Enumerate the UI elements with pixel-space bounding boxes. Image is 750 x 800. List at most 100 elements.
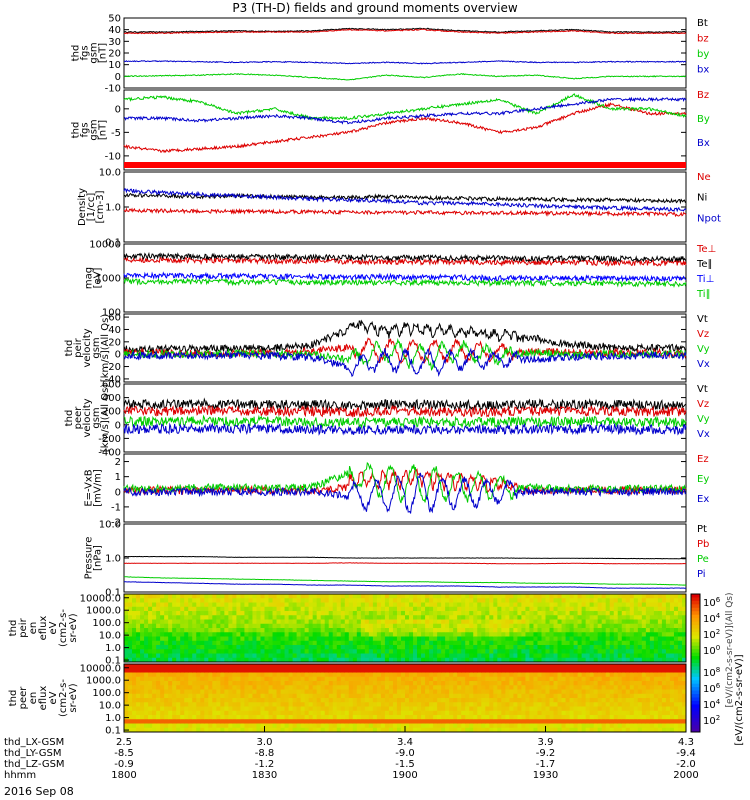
spectrogram-cell <box>673 628 679 633</box>
spectrogram-cell <box>176 685 181 690</box>
spectrogram-cell <box>441 611 446 616</box>
spectrogram-cell <box>465 615 470 620</box>
spectrogram-cell <box>364 668 370 673</box>
spectrogram-cell <box>396 611 402 616</box>
spectrogram-cell <box>661 710 667 716</box>
spectrogram-cell <box>232 628 237 633</box>
spectrogram-cell <box>168 640 173 646</box>
spectrogram-cell <box>453 649 458 654</box>
spectrogram-cell <box>557 676 563 682</box>
spectrogram-cell <box>380 632 386 637</box>
spectrogram-cell <box>260 594 265 599</box>
spectrogram-cell <box>593 723 599 729</box>
spectrogram-cell <box>621 594 627 599</box>
spectrogram-cell <box>661 653 667 659</box>
spectrogram-cell <box>356 657 362 663</box>
spectrogram-cell <box>421 632 426 637</box>
spectrogram-cell <box>200 693 205 699</box>
spectrogram-cell <box>288 702 294 707</box>
series-line-fgs-gsm-zoom-2 <box>123 96 687 125</box>
spectrogram-cell <box>252 615 257 620</box>
spectrogram-cell <box>136 606 141 612</box>
spectrogram-cell <box>605 636 611 642</box>
spectrogram-cell <box>573 723 579 729</box>
spectrogram-cell <box>621 619 627 625</box>
spectrogram-cell <box>168 606 173 612</box>
spectrogram-cell <box>553 723 559 729</box>
spectrogram-cell <box>368 668 374 673</box>
spectrogram-cell <box>156 623 161 629</box>
spectrogram-cell <box>192 649 197 654</box>
spectrogram-cell <box>405 723 410 729</box>
spectrogram-cell <box>581 657 587 663</box>
spectrogram-cell <box>160 668 165 673</box>
spectrogram-cell <box>220 723 225 729</box>
spectrogram-cell <box>336 672 342 678</box>
spectrogram-cell <box>248 636 253 642</box>
colorbar-cell <box>691 728 700 733</box>
spectrogram-cell <box>396 602 402 608</box>
spectrogram-cell <box>276 628 282 633</box>
spectrogram-cell <box>148 710 153 716</box>
spectrogram-cell <box>617 668 623 673</box>
spectrogram-cell <box>441 672 446 678</box>
spectrogram-cell <box>561 615 567 620</box>
spectrogram-cell <box>541 657 546 663</box>
spectrogram-cell <box>244 628 249 633</box>
spectrogram-cell <box>368 681 374 686</box>
spectrogram-cell <box>493 681 498 686</box>
spectrogram-cell <box>629 636 635 642</box>
spectrogram-cell <box>248 698 253 703</box>
spectrogram-cell <box>497 598 502 603</box>
spectrogram-cell <box>340 685 346 690</box>
spectrogram-cell <box>304 636 310 642</box>
spectrogram-cell <box>637 632 643 637</box>
spectrogram-cell <box>597 598 603 603</box>
legend-label: Vx <box>697 429 710 440</box>
spectrogram-cell <box>477 623 482 629</box>
spectrogram-cell <box>336 615 342 620</box>
spectrogram-cell <box>509 619 514 625</box>
spectrogram-cell <box>252 672 257 678</box>
spectrogram-cell <box>481 640 486 646</box>
spectrogram-cell <box>545 727 551 733</box>
spectrogram-cell <box>208 693 213 699</box>
spectrogram-cell <box>445 619 450 625</box>
spectrogram-cell <box>437 668 442 673</box>
spectrogram-cell <box>252 702 257 707</box>
spectrogram-cell <box>613 723 619 729</box>
spectrogram-cell <box>364 636 370 642</box>
spectrogram-cell <box>645 640 651 646</box>
spectrogram-cell <box>453 640 458 646</box>
spectrogram-cell <box>224 619 229 625</box>
spectrogram-cell <box>396 606 402 612</box>
spectrogram-cell <box>324 723 330 729</box>
spectrogram-cell <box>493 685 498 690</box>
spectrogram-cell <box>392 653 398 659</box>
spectrogram-cell <box>324 594 330 599</box>
spectrogram-cell <box>657 598 663 603</box>
spectrogram-cell <box>529 689 534 695</box>
spectrogram-cell <box>124 649 129 654</box>
spectrogram-cell <box>613 715 619 720</box>
spectrogram-cell <box>645 710 651 716</box>
spectrogram-cell <box>140 636 145 642</box>
spectrogram-cell <box>212 628 217 633</box>
spectrogram-cell <box>605 594 611 599</box>
spectrogram-cell <box>405 685 410 690</box>
spectrogram-cell <box>172 702 177 707</box>
spectrogram-cell <box>665 615 671 620</box>
spectrogram-cell <box>509 653 514 659</box>
spectrogram-cell <box>553 727 559 733</box>
spectrogram-cell <box>413 727 418 733</box>
spectrogram-cell <box>589 689 595 695</box>
spectrogram-cell <box>673 615 679 620</box>
spectrogram-cell <box>364 672 370 678</box>
spectrogram-cell <box>376 640 382 646</box>
spectrogram-cell <box>228 698 233 703</box>
spectrogram-cell <box>188 702 193 707</box>
spectrogram-cell <box>533 628 538 633</box>
spectrogram-cell <box>553 602 559 608</box>
spectrogram-cell <box>208 636 213 642</box>
